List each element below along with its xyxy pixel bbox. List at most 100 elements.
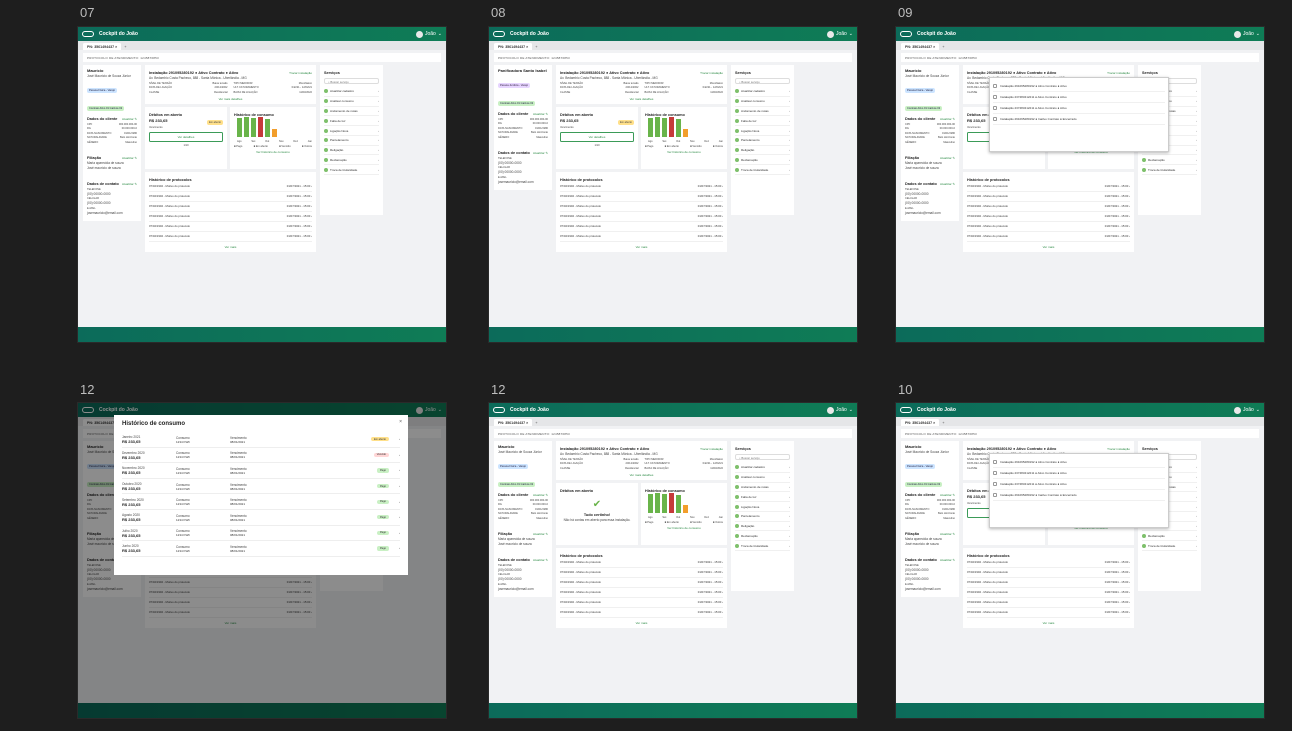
protocol-row[interactable]: 07/02/1902 - Motivo do protocolo 01/07/20… xyxy=(967,202,1130,212)
modal-row[interactable]: Setembro 2020 R$ 233,65 Consumo 1234 KWh Ven… xyxy=(122,494,400,510)
user-menu[interactable]: João ⌄ xyxy=(415,30,442,38)
consumption-history-link[interactable]: Ver histórico de consumo xyxy=(667,149,701,154)
service-item[interactable]: Andamento de notas › xyxy=(735,483,790,493)
protocol-row[interactable]: 07/02/1902 - Motivo do protocolo 01/07/20… xyxy=(149,232,312,242)
user-menu[interactable]: João ⌄ xyxy=(826,30,853,38)
checkbox[interactable] xyxy=(993,95,997,99)
modal-row[interactable]: Janeiro 2021 R$ 233,65 Consumo 1234 KWh Venc… xyxy=(122,432,400,448)
service-item[interactable]: Ligação Nova › xyxy=(324,126,379,136)
protocol-row[interactable]: 07/02/1902 - Motivo do protocolo 01/07/20… xyxy=(560,568,723,578)
protocol-row[interactable]: 07/02/1902 - Motivo do protocolo 01/07/20… xyxy=(149,222,312,232)
edit-client-link[interactable]: Atualizar ✎ xyxy=(939,493,955,497)
more-details-link[interactable]: Ver mais detalhes xyxy=(629,96,654,101)
protocol-row[interactable]: 07/02/1902 - Motivo do protocolo 01/07/20… xyxy=(560,608,723,618)
edit-filiation-link[interactable]: Atualizar ✎ xyxy=(939,155,955,160)
service-item[interactable]: Parcelamento › xyxy=(735,136,790,146)
user-menu[interactable]: João ⌄ xyxy=(1233,406,1260,414)
protocol-row[interactable]: 07/02/1902 - Motivo do protocolo 01/07/20… xyxy=(560,192,723,202)
service-item[interactable]: Analisar consumo › xyxy=(735,97,790,107)
installation-option[interactable]: Instalação 237483412211 ● Ativo Contrato… xyxy=(993,103,1165,114)
installation-option[interactable]: Instalação 291095280192 ● Inativo Contra… xyxy=(993,114,1165,125)
service-item[interactable]: Andamento de notas › xyxy=(735,107,790,117)
protocol-row[interactable]: 07/02/1902 - Motivo do protocolo 01/07/20… xyxy=(560,222,723,232)
protocol-row[interactable]: 07/02/1902 - Motivo do protocolo 01/07/20… xyxy=(967,212,1130,222)
service-item[interactable]: Reclamação › xyxy=(324,155,379,166)
add-tab-button[interactable]: + xyxy=(942,420,945,425)
checkbox[interactable] xyxy=(993,482,997,486)
checkbox[interactable] xyxy=(993,106,997,110)
installation-option[interactable]: Instalação 237483412211 ● Ativo Contrato… xyxy=(993,479,1165,490)
edit-client-link[interactable]: Atualizar ✎ xyxy=(532,493,548,497)
checkbox[interactable] xyxy=(993,460,997,464)
protocol-row[interactable]: 07/02/1902 - Motivo do protocolo 01/07/20… xyxy=(149,598,312,608)
protocol-row[interactable]: 07/02/1902 - Motivo do protocolo 01/07/20… xyxy=(560,598,723,608)
more-details-link[interactable]: Ver mais detalhes xyxy=(218,96,243,101)
add-tab-button[interactable]: + xyxy=(942,44,945,49)
checkbox[interactable] xyxy=(993,117,997,121)
view-details-button[interactable]: Ver detalhes xyxy=(560,132,634,143)
user-menu[interactable]: João ⌄ xyxy=(415,406,442,414)
protocol-row[interactable]: 07/02/1902 - Motivo do protocolo 01/07/20… xyxy=(149,192,312,202)
edit-filiation-link[interactable]: Atualizar ✎ xyxy=(532,531,548,536)
tab-client[interactable]: PN: 3561494437 × xyxy=(901,43,940,50)
service-item[interactable]: Reclamação › xyxy=(735,531,790,542)
protocol-row[interactable]: 07/02/1902 - Motivo do protocolo 01/07/20… xyxy=(560,182,723,192)
protocol-row[interactable]: 07/02/1902 - Motivo do protocolo 01/07/20… xyxy=(149,578,312,588)
change-installation-link[interactable]: Trocar instalação xyxy=(1107,447,1130,451)
protocols-more-link[interactable]: Ver mais xyxy=(1042,244,1055,249)
service-item[interactable]: Religação › xyxy=(735,522,790,532)
protocol-row[interactable]: 07/02/1902 - Motivo do protocolo 01/07/20… xyxy=(967,598,1130,608)
change-installation-link[interactable]: Trocar instalação xyxy=(700,447,723,451)
service-item[interactable]: Atualizar cadastro › xyxy=(735,463,790,473)
service-item[interactable]: Analisar consumo › xyxy=(324,97,379,107)
tab-client[interactable]: PN: 3561494437 × xyxy=(901,419,940,426)
add-tab-button[interactable]: + xyxy=(535,44,538,49)
installation-option[interactable]: Instalação 291095280192 ● Inativo Contra… xyxy=(993,490,1165,501)
tab-client[interactable]: PN: 3561494437 × xyxy=(494,43,533,50)
service-item[interactable]: Ligação Nova › xyxy=(735,126,790,136)
edit-contact-link[interactable]: Atualizar ✎ xyxy=(121,181,137,186)
close-icon[interactable]: × xyxy=(399,419,402,425)
protocol-row[interactable]: 07/02/1902 - Motivo do protocolo 01/07/20… xyxy=(560,588,723,598)
protocol-row[interactable]: 07/02/1902 - Motivo do protocolo 01/07/20… xyxy=(149,608,312,618)
protocol-row[interactable]: 07/02/1902 - Motivo do protocolo 01/07/20… xyxy=(967,608,1130,618)
protocols-more-link[interactable]: Ver mais xyxy=(635,244,648,249)
service-search-input[interactable]: ⌕ Buscar serviço xyxy=(735,454,790,460)
edit-client-link[interactable]: Atualizar ✎ xyxy=(532,112,548,116)
protocol-row[interactable]: 07/02/1902 - Motivo do protocolo 01/07/20… xyxy=(560,232,723,242)
service-item[interactable]: Parcelamento › xyxy=(324,136,379,146)
installation-option[interactable]: Instalação 237483412211 ● Ativo Contrato… xyxy=(993,92,1165,103)
service-item[interactable]: Reclamação › xyxy=(1142,155,1197,166)
service-item[interactable]: Religação › xyxy=(735,146,790,156)
service-item[interactable]: Parcelamento › xyxy=(735,512,790,522)
protocol-row[interactable]: 07/02/1902 - Motivo do protocolo 01/07/20… xyxy=(967,588,1130,598)
edit-client-link[interactable]: Atualizar ✎ xyxy=(939,117,955,121)
protocol-row[interactable]: 07/02/1902 - Motivo do protocolo 01/07/20… xyxy=(149,212,312,222)
protocols-more-link[interactable]: Ver mais xyxy=(224,244,237,249)
protocol-row[interactable]: 07/02/1902 - Motivo do protocolo 01/07/20… xyxy=(560,578,723,588)
modal-row[interactable]: Novembro 2020 R$ 233,65 Consumo 1234 KWh Ven… xyxy=(122,463,400,479)
service-item[interactable]: Troca de titularidade › xyxy=(735,165,790,176)
checkbox[interactable] xyxy=(993,471,997,475)
consumption-history-link[interactable]: Ver histórico de consumo xyxy=(667,525,701,530)
tab-client[interactable]: PN: 3561494437 × xyxy=(83,43,122,50)
view-details-button[interactable]: Ver detalhes xyxy=(149,132,223,143)
change-installation-link[interactable]: Trocar instalação xyxy=(1107,71,1130,75)
service-item[interactable]: Reclamação › xyxy=(735,155,790,166)
protocol-row[interactable]: 07/02/1902 - Motivo do protocolo 01/07/20… xyxy=(560,212,723,222)
consumption-history-link[interactable]: Ver histórico de consumo xyxy=(256,149,290,154)
user-menu[interactable]: João ⌄ xyxy=(826,406,853,414)
protocol-row[interactable]: 07/02/1902 - Motivo do protocolo 01/07/20… xyxy=(967,222,1130,232)
service-item[interactable]: Reclamação › xyxy=(1142,531,1197,542)
service-item[interactable]: Falta de luz › xyxy=(735,492,790,503)
service-item[interactable]: Atualizar cadastro › xyxy=(735,87,790,97)
installation-option[interactable]: Instalação 291095280192 ● Ativo Contrato… xyxy=(993,457,1165,468)
service-item[interactable]: Analisar consumo › xyxy=(735,473,790,483)
add-tab-button[interactable]: + xyxy=(535,420,538,425)
protocol-row[interactable]: 07/02/1902 - Motivo do protocolo 01/07/20… xyxy=(967,558,1130,568)
protocol-row[interactable]: 07/02/1902 - Motivo do protocolo 01/07/20… xyxy=(967,182,1130,192)
protocol-row[interactable]: 07/02/1902 - Motivo do protocolo 01/07/20… xyxy=(560,558,723,568)
service-item[interactable]: Religação › xyxy=(324,146,379,156)
add-tab-button[interactable]: + xyxy=(124,44,127,49)
protocols-more-link[interactable]: Ver mais xyxy=(224,620,237,625)
